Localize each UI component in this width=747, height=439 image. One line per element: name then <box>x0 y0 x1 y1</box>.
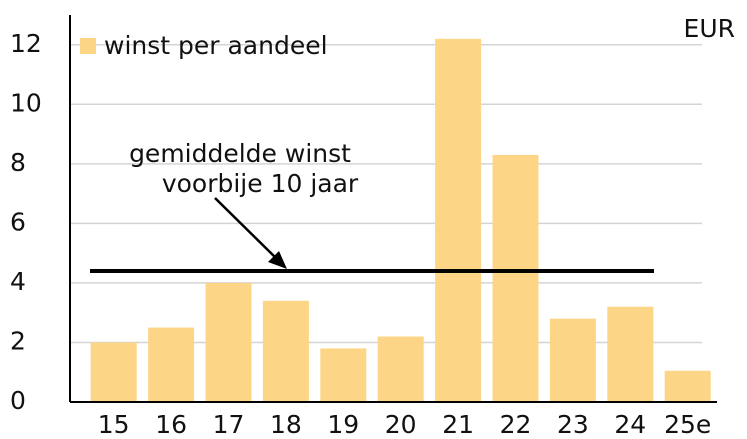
bar <box>148 327 195 402</box>
x-tick-label: 16 <box>155 410 187 439</box>
x-tick-label: 19 <box>327 410 359 439</box>
legend-swatch <box>80 38 96 54</box>
x-tick-label: 24 <box>614 410 646 439</box>
x-tick-label: 15 <box>98 410 130 439</box>
x-tick-label: 22 <box>500 410 532 439</box>
bar <box>320 348 367 402</box>
y-tick-label: 8 <box>10 148 26 177</box>
y-tick-label: 10 <box>10 88 42 117</box>
bar <box>377 336 424 402</box>
bar <box>205 282 252 402</box>
bar <box>90 342 137 402</box>
y-tick-label: 4 <box>10 267 26 296</box>
annotation: voorbije 10 jaar <box>162 169 359 198</box>
bar <box>607 306 654 402</box>
bar <box>262 300 309 402</box>
y-tick-label: 2 <box>10 326 26 355</box>
x-tick-label: 20 <box>385 410 417 439</box>
y-tick-label: 6 <box>10 207 26 236</box>
legend-label: winst per aandeel <box>104 31 328 60</box>
y-tick-label: 12 <box>10 29 42 58</box>
bar <box>492 154 539 402</box>
unit-label: EUR <box>684 14 735 43</box>
arrow-head <box>268 251 287 269</box>
x-tick-label: 18 <box>270 410 302 439</box>
x-tick-label: 25e <box>664 410 711 439</box>
x-tick-label: 23 <box>557 410 589 439</box>
bar <box>435 38 482 403</box>
annotation-arrow <box>214 197 281 263</box>
x-tick-label: 21 <box>442 410 474 439</box>
bar <box>549 318 596 402</box>
x-tick-label: 17 <box>213 410 245 439</box>
annotation: gemiddelde winst <box>129 139 351 168</box>
bar <box>664 370 711 402</box>
y-tick-label: 0 <box>10 386 26 415</box>
